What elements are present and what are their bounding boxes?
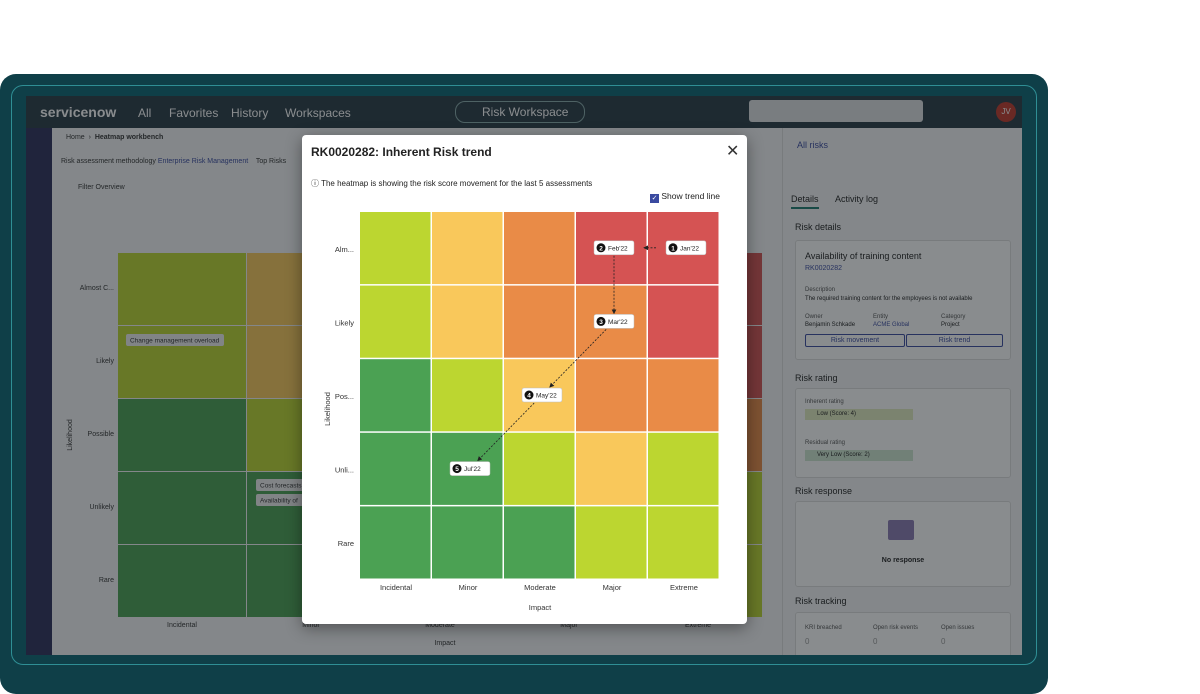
heatmap-cell [360, 506, 431, 579]
heatmap-cell [432, 212, 503, 285]
info-text: The heatmap is showing the risk score mo… [321, 179, 593, 188]
heatmap: Alm... Likely Pos... Unli... Rare Incidental M… [323, 212, 719, 612]
trend-chip [593, 240, 635, 256]
row-label: Pos... [335, 392, 354, 401]
heatmap-cell [648, 506, 719, 579]
heatmap-cell [504, 212, 575, 285]
trend-label: Mar'22 [608, 319, 628, 326]
trend-chip [521, 387, 563, 403]
checkbox[interactable]: ✓ Show trend line [650, 191, 720, 203]
step-badge [452, 464, 462, 474]
trend-line [477, 402, 535, 462]
step-badge [596, 243, 606, 253]
heatmap-cell [360, 432, 431, 505]
info: ⓘ The heatmap is showing the risk score … [311, 179, 593, 188]
element: ✓ [650, 194, 659, 203]
row-label: Alm... [335, 245, 354, 254]
heatmap-cell [504, 285, 575, 358]
heatmap-cell [360, 212, 431, 285]
step-number: 4 [527, 393, 531, 400]
x-axis-label: Impact [529, 603, 552, 612]
heatmap-cell [432, 285, 503, 358]
step-badge [668, 243, 678, 253]
heatmap-cell [504, 432, 575, 505]
row-label: Likely [335, 318, 354, 327]
trend-chip [593, 314, 635, 329]
heatmap-cell [648, 432, 719, 505]
trend-label: Feb'22 [608, 245, 628, 252]
trend-line [549, 329, 607, 388]
heatmap-cell [432, 359, 503, 432]
device-bezel [11, 85, 1037, 665]
col-label: Minor [459, 583, 478, 592]
step-number: 3 [599, 319, 603, 326]
trend-chip [449, 461, 491, 476]
step-badge [524, 390, 534, 400]
row-label: Rare [338, 539, 354, 548]
modal: RK0020282: Inherent Risk trend ✕ ⓘ The h… [302, 135, 747, 624]
trend-label: May'22 [536, 393, 557, 400]
col-label: Extreme [670, 583, 698, 592]
col-label: Major [603, 583, 622, 592]
step-number: 1 [671, 245, 675, 252]
step-number: 2 [599, 245, 603, 252]
heatmap-cell [576, 506, 647, 579]
heatmap-cell [504, 506, 575, 579]
row-label: Unli... [335, 466, 354, 475]
trend-label: Jul'22 [464, 466, 481, 473]
heatmap-cell [360, 359, 431, 432]
trend-chip [665, 240, 707, 256]
step-badge [596, 316, 606, 326]
col-label: Incidental [380, 583, 412, 592]
heatmap-cell [360, 285, 431, 358]
checkbox-label: Show trend line [661, 191, 720, 201]
y-axis-label: Likelihood [323, 392, 332, 426]
close-button[interactable]: ✕ [726, 143, 740, 160]
trend-label: Jan'22 [680, 245, 699, 252]
modal-title: RK0020282: Inherent Risk trend [311, 145, 492, 159]
heatmap-cell [576, 359, 647, 432]
heatmap-cell [432, 506, 503, 579]
heatmap-cell [648, 285, 719, 358]
col-label: Moderate [524, 583, 556, 592]
heatmap-cell [576, 432, 647, 505]
page: {"nav":{"logo":"servicenow","items":["Al… [0, 74, 1048, 694]
step-number: 5 [455, 466, 459, 473]
heatmap-cell [648, 359, 719, 432]
